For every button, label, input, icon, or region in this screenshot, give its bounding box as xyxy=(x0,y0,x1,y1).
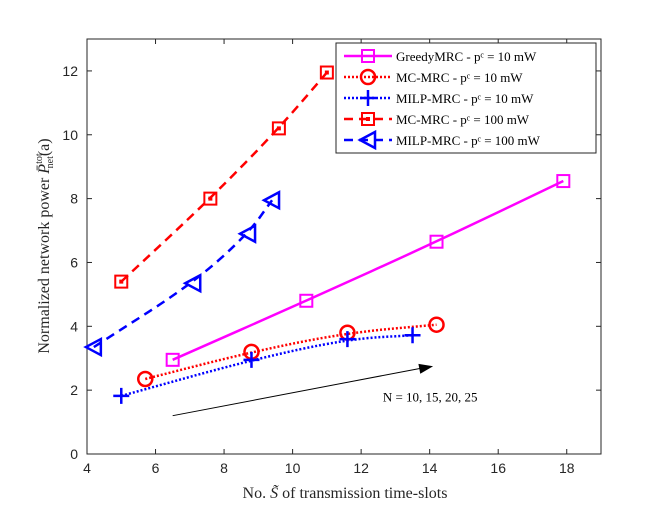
y-tick-label: 0 xyxy=(70,446,78,462)
series-4 xyxy=(83,190,281,358)
legend-label: MC-MRC - pᶜ = 100 mW xyxy=(396,112,530,127)
data-point xyxy=(243,351,260,368)
data-point xyxy=(428,316,445,333)
series-2 xyxy=(113,327,421,404)
data-point-center xyxy=(119,279,124,284)
y-axis-label-argument: (a) xyxy=(36,138,53,156)
annotation-text: N = 10, 15, 20, 25 xyxy=(383,390,478,405)
legend-entry: GreedyMRC - pᶜ = 10 mW xyxy=(344,49,537,64)
data-point xyxy=(113,387,130,404)
data-point-center xyxy=(208,196,213,201)
series-3 xyxy=(114,65,334,289)
y-tick-label: 10 xyxy=(62,127,78,143)
legend-label: GreedyMRC - pᶜ = 10 mW xyxy=(396,49,537,64)
x-axis-label-suffix: of transmission time-slots xyxy=(278,485,447,502)
legend-label: MC-MRC - pᶜ = 10 mW xyxy=(396,70,523,85)
x-tick-label: 12 xyxy=(353,460,369,476)
x-tick-label: 10 xyxy=(285,460,301,476)
legend-marker xyxy=(360,90,376,106)
data-point xyxy=(299,293,314,308)
legend-marker xyxy=(359,68,377,86)
y-tick-label: 4 xyxy=(70,318,78,334)
data-point xyxy=(165,352,180,367)
legend: GreedyMRC - pᶜ = 10 mW MC-MRC - pᶜ = 10 m… xyxy=(335,42,597,154)
data-point xyxy=(83,336,103,358)
data-point xyxy=(237,223,257,244)
data-point xyxy=(556,174,571,189)
legend-label: MILP-MRC - pᶜ = 10 mW xyxy=(396,91,534,106)
legend-entry: MILP-MRC - pᶜ = 100 mW xyxy=(344,129,541,151)
y-axis-label-superscript: tot xyxy=(34,153,45,164)
y-tick-label: 2 xyxy=(70,382,78,398)
x-tick-label: 14 xyxy=(422,460,438,476)
x-tick-label: 4 xyxy=(83,460,91,476)
y-tick-label: 6 xyxy=(70,254,78,270)
legend-entry: MILP-MRC - pᶜ = 10 mW xyxy=(344,90,534,106)
series-line xyxy=(120,71,328,283)
x-axis-label-prefix: No. xyxy=(243,485,271,502)
x-axis-label-symbol: S̃ xyxy=(270,484,279,502)
annotation-arrow-line xyxy=(172,367,422,417)
legend-marker xyxy=(361,112,375,126)
series-line xyxy=(172,179,564,361)
data-point xyxy=(339,331,356,348)
series-line xyxy=(144,323,437,381)
x-tick-label: 18 xyxy=(559,460,575,476)
data-point xyxy=(203,191,218,206)
y-tick-label: 8 xyxy=(70,191,78,207)
data-point xyxy=(429,234,444,249)
data-point xyxy=(271,121,286,136)
y-axis-label: Normalized network power P̄totnet(a) xyxy=(34,138,56,353)
data-point xyxy=(137,370,154,388)
annotation-arrow-head xyxy=(418,363,434,374)
y-axis-label-subscript: net xyxy=(45,156,56,168)
data-point xyxy=(261,190,281,211)
legend-marker xyxy=(361,49,375,63)
y-axis-label-text: Normalized network power xyxy=(36,174,53,354)
series-line xyxy=(120,333,413,398)
data-point xyxy=(319,65,334,80)
plot-area: 4 6 8 10 12 14 16 18 0 2 4 6 8 10 12 N = 10, 15, 20, 25… xyxy=(62,38,602,476)
legend-box xyxy=(335,42,597,154)
data-point xyxy=(114,274,129,289)
x-tick-label: 8 xyxy=(220,460,228,476)
x-tick-label: 16 xyxy=(490,460,506,476)
legend-marker xyxy=(357,129,377,151)
legend-entry: MC-MRC - pᶜ = 10 mW xyxy=(344,68,523,86)
legend-label: MILP-MRC - pᶜ = 100 mW xyxy=(396,133,541,148)
y-axis-label-symbol: P̄ xyxy=(36,164,53,175)
x-tick-label: 6 xyxy=(152,460,160,476)
legend-entry: MC-MRC - pᶜ = 100 mW xyxy=(344,112,530,127)
y-tick-label: 12 xyxy=(62,63,78,79)
data-point xyxy=(182,273,202,294)
x-axis-label: No. S̃ of transmission time-slots xyxy=(243,484,448,502)
data-point-center xyxy=(324,70,329,75)
legend-marker-center xyxy=(366,117,370,121)
data-point-center xyxy=(276,126,281,131)
data-point xyxy=(404,327,421,344)
series-0 xyxy=(165,174,571,367)
